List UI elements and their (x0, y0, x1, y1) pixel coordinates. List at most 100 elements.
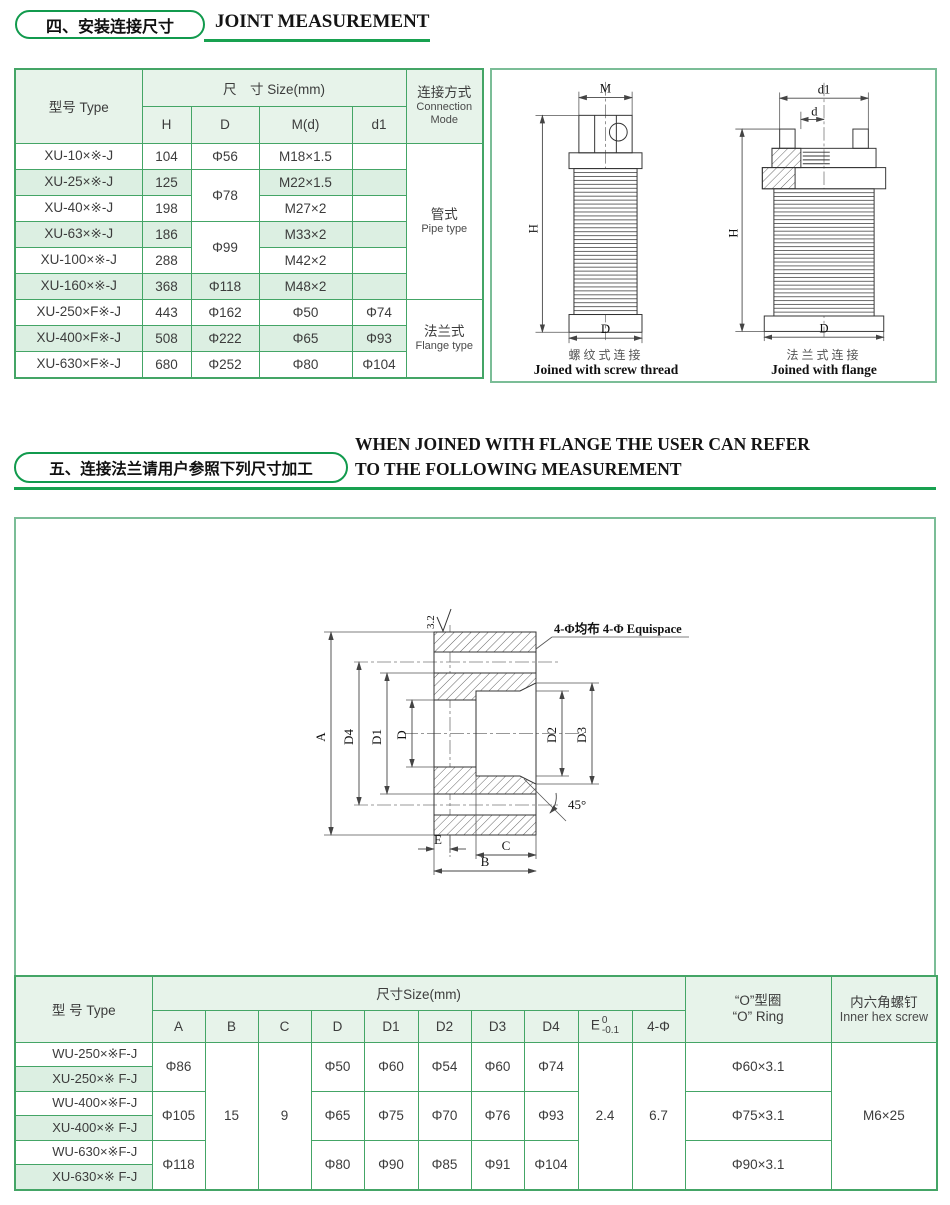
t1-r5-h: 368 (141, 272, 192, 300)
section2-title-line2: TO THE FOLLOWING MEASUREMENT (355, 459, 682, 479)
t2-b: 15 (204, 1041, 259, 1190)
dim-label-h: H (726, 229, 740, 238)
table-row: XU-400×※ F-J (14, 1115, 937, 1141)
t1-conn-pipe-en: Pipe type (421, 222, 468, 235)
table-row: XU-250×※ F-J (14, 1066, 937, 1092)
t1-type-header: 型号 Type (14, 68, 143, 144)
table-row: XU-160×※-J 368 Φ118 M48×2 (14, 272, 483, 300)
caption-en: Joined with flange (771, 362, 877, 377)
t2-r4-type: WU-630×※F-J (14, 1139, 153, 1165)
t1-col-d1: d1 (351, 105, 407, 144)
t1-r1-type: XU-25×※-J (14, 168, 143, 196)
t1-r2-h: 198 (141, 194, 192, 222)
dim-label-d: D (601, 322, 610, 336)
t1-r0-m: M18×1.5 (258, 142, 353, 170)
screw-thread-caption: 螺纹式连接 Joined with screw thread (500, 348, 712, 378)
table-row: XU-630×F※-J 680 Φ252 Φ80 Φ104 (14, 350, 483, 378)
table-row: WU-630×※F-J Φ118 Φ80 Φ90 Φ85 Φ91 Φ104 Φ9… (14, 1139, 937, 1190)
t2-d-1: Φ65 (310, 1090, 365, 1141)
filter-drawings-box: M H D 螺纹式连接 Joined with screw thread (490, 68, 937, 383)
t1-r2-m: M27×2 (258, 194, 353, 222)
t2-r0-type: WU-250×※F-J (14, 1041, 153, 1067)
t1-r3-d1 (351, 220, 407, 248)
table-row: XU-25×※-J 125 Φ78 M22×1.5 (14, 168, 483, 222)
t2-d3-1: Φ76 (470, 1090, 525, 1141)
t1-size-header: 尺 寸 Size(mm) (141, 68, 407, 107)
table-row: XU-250×F※-J 443 Φ162 Φ50 Φ74 法兰式 Flange … (14, 298, 484, 378)
table-row: WU-250×※F-J Φ86 15 9 Φ50 Φ60 Φ54 Φ60 Φ74… (14, 1041, 938, 1190)
t2-d-0: Φ50 (310, 1041, 365, 1092)
t1-r6-type: XU-250×F※-J (14, 298, 143, 326)
t2-r1-type: XU-250×※ F-J (14, 1066, 153, 1092)
t1-col-d: D (190, 105, 260, 144)
t2-d1-1: Φ75 (363, 1090, 419, 1141)
t1-conn-flange-en: Flange type (415, 339, 473, 352)
flange-filter-drawing: d1 d H D (726, 82, 887, 342)
t2-screw-header: 内六角螺钉 Inner hex screw (830, 975, 938, 1043)
dim-label-h: H (526, 224, 540, 233)
dim-label-c: C (502, 838, 511, 853)
dim-label-d4: D4 (341, 729, 356, 745)
t2-phi: 6.7 (631, 1041, 686, 1190)
flange-cross-section-drawing: 3.2 4-Φ均布 4-Φ Equispace A D4 D1 D (313, 608, 689, 875)
t1-r7-h: 508 (141, 324, 192, 352)
t1-r4-m: M42×2 (258, 246, 353, 274)
t1-r3-h: 186 (141, 220, 192, 248)
t1-r7-type: XU-400×F※-J (14, 324, 143, 352)
t2-col-d3: D3 (470, 1009, 525, 1043)
t1-r5-d1 (351, 272, 407, 300)
flange-machining-box: 3.2 4-Φ均布 4-Φ Equispace A D4 D1 D (14, 517, 936, 977)
roughness-label: 3.2 (425, 615, 437, 629)
dim-label-d1: d1 (818, 82, 831, 96)
section1-pill: 四、安装连接尺寸 (15, 10, 205, 39)
t1-conn-pipe-cn: 管式 (430, 206, 458, 222)
t2-oring-0: Φ60×3.1 (684, 1041, 832, 1092)
t2-col-e-sup: 0 (601, 1015, 608, 1026)
t2-d3-0: Φ60 (470, 1041, 525, 1092)
table-row: WU-400×※F-J Φ105 Φ65 Φ75 Φ70 Φ76 Φ93 Φ75… (14, 1090, 937, 1141)
caption-en: Joined with screw thread (533, 362, 679, 377)
dim-label-a: A (313, 732, 328, 742)
section1-title: JOINT MEASUREMENT (215, 11, 430, 32)
section1-pill-label: 四、安装连接尺寸 (45, 18, 174, 36)
t1-conn-flange: 法兰式 Flange type (405, 298, 484, 378)
section2-underline (14, 487, 936, 490)
t1-connection-header: 连接方式 Connection Mode (405, 68, 484, 144)
t2-col-e-sub: -0.1 (601, 1025, 620, 1036)
t1-r8-d: Φ252 (190, 350, 260, 378)
dim-label-d2: D2 (544, 727, 559, 743)
equispace-label: 4-Φ均布 4-Φ Equispace (554, 621, 682, 636)
t1-r3-d: Φ99 (190, 220, 260, 274)
t2-col-d1: D1 (363, 1009, 419, 1043)
t1-r8-h: 680 (141, 350, 192, 378)
dim-label-d: D (819, 321, 828, 335)
t1-r0-type: XU-10×※-J (14, 142, 143, 170)
t1-r5-d: Φ118 (190, 272, 260, 300)
t1-r8-type: XU-630×F※-J (14, 350, 143, 378)
t2-a-0: Φ86 (151, 1041, 206, 1092)
t2-col-e: E 0 -0.1 (577, 1009, 633, 1043)
t1-r6-m: Φ50 (258, 298, 353, 326)
t1-r7-d1: Φ93 (351, 324, 407, 352)
section1-underline (204, 39, 430, 42)
t2-oring-1: Φ75×3.1 (684, 1090, 832, 1141)
table-row: XU-400×F※-J 508 Φ222 Φ65 Φ93 (14, 324, 483, 352)
t2-screw-header-en: Inner hex screw (839, 1009, 928, 1024)
t1-col-m: M(d) (258, 105, 353, 144)
table-row: XU-100×※-J 288 M42×2 (14, 246, 483, 274)
t2-oring-header-en: “O” Ring (732, 1009, 784, 1025)
t2-oring-header-cn: “O”型圈 (734, 993, 782, 1009)
t1-r0-h: 104 (141, 142, 192, 170)
t2-screw: M6×25 (830, 1041, 938, 1190)
section2-pill-label: 五、连接法兰请用户参照下列尺寸加工 (49, 460, 313, 478)
screw-thread-filter-drawing: M H D (526, 82, 643, 344)
t2-d2-1: Φ70 (417, 1090, 472, 1141)
t2-d3-2: Φ91 (470, 1139, 525, 1190)
dim-label-d-small: d (811, 105, 818, 119)
t1-r8-m: Φ80 (258, 350, 353, 378)
t2-e: 2.4 (577, 1041, 633, 1190)
t2-d1-2: Φ90 (363, 1139, 419, 1190)
t1-r0-d1 (351, 142, 407, 170)
t1-connection-header-en2: Mode (430, 114, 459, 127)
t2-col-d4: D4 (523, 1009, 579, 1043)
